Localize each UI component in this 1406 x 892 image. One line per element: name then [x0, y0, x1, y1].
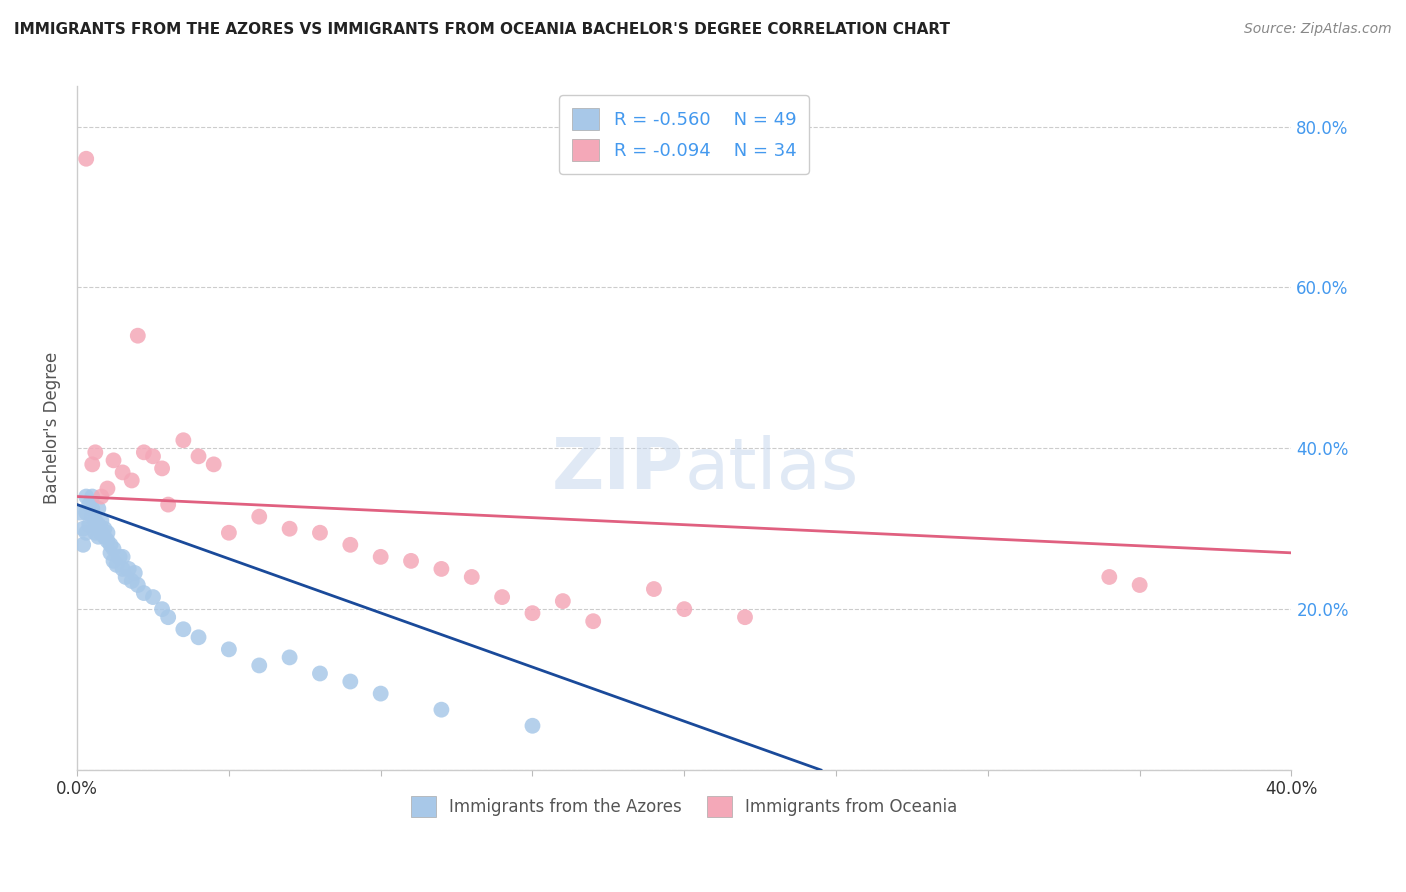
Point	[370, 687, 392, 701]
Point	[522, 606, 544, 620]
Point	[150, 602, 173, 616]
Point	[114, 570, 136, 584]
Point	[75, 525, 97, 540]
Point	[87, 501, 110, 516]
Text: ZIP: ZIP	[553, 434, 685, 504]
Y-axis label: Bachelor's Degree: Bachelor's Degree	[44, 352, 60, 504]
Point	[96, 533, 118, 548]
Point	[121, 474, 143, 488]
Point	[247, 509, 270, 524]
Point	[96, 525, 118, 540]
Point	[82, 501, 104, 516]
Point	[309, 525, 332, 540]
Point	[82, 458, 104, 472]
Point	[87, 517, 110, 532]
Point	[103, 541, 125, 556]
Point	[82, 490, 104, 504]
Point	[72, 538, 94, 552]
Point	[430, 703, 453, 717]
Legend: Immigrants from the Azores, Immigrants from Oceania: Immigrants from the Azores, Immigrants f…	[405, 789, 965, 823]
Point	[399, 554, 422, 568]
Point	[172, 434, 194, 448]
Point	[218, 642, 240, 657]
Point	[643, 582, 665, 596]
Point	[111, 562, 134, 576]
Point	[121, 574, 143, 588]
Text: atlas: atlas	[685, 434, 859, 504]
Point	[105, 558, 128, 572]
Point	[127, 578, 149, 592]
Point	[491, 590, 513, 604]
Point	[522, 719, 544, 733]
Point	[77, 517, 100, 532]
Point	[87, 530, 110, 544]
Point	[93, 522, 115, 536]
Point	[118, 562, 141, 576]
Point	[69, 506, 91, 520]
Point	[1129, 578, 1152, 592]
Point	[339, 674, 361, 689]
Point	[96, 482, 118, 496]
Point	[111, 549, 134, 564]
Point	[461, 570, 484, 584]
Point	[172, 622, 194, 636]
Point	[142, 450, 165, 464]
Point	[157, 498, 180, 512]
Point	[157, 610, 180, 624]
Point	[75, 152, 97, 166]
Point	[75, 490, 97, 504]
Point	[90, 525, 112, 540]
Point	[247, 658, 270, 673]
Point	[582, 614, 605, 628]
Point	[111, 466, 134, 480]
Point	[77, 498, 100, 512]
Point	[100, 546, 122, 560]
Point	[202, 458, 225, 472]
Point	[673, 602, 696, 616]
Point	[734, 610, 756, 624]
Point	[103, 453, 125, 467]
Point	[132, 445, 155, 459]
Point	[218, 525, 240, 540]
Point	[278, 522, 301, 536]
Point	[551, 594, 574, 608]
Point	[84, 525, 107, 540]
Point	[142, 590, 165, 604]
Point	[90, 514, 112, 528]
Point	[84, 445, 107, 459]
Point	[93, 530, 115, 544]
Point	[430, 562, 453, 576]
Point	[124, 566, 146, 580]
Point	[72, 522, 94, 536]
Point	[100, 538, 122, 552]
Point	[309, 666, 332, 681]
Text: Source: ZipAtlas.com: Source: ZipAtlas.com	[1244, 22, 1392, 37]
Point	[127, 328, 149, 343]
Point	[82, 509, 104, 524]
Point	[187, 450, 209, 464]
Text: IMMIGRANTS FROM THE AZORES VS IMMIGRANTS FROM OCEANIA BACHELOR'S DEGREE CORRELAT: IMMIGRANTS FROM THE AZORES VS IMMIGRANTS…	[14, 22, 950, 37]
Point	[278, 650, 301, 665]
Point	[339, 538, 361, 552]
Point	[84, 514, 107, 528]
Point	[150, 461, 173, 475]
Point	[90, 490, 112, 504]
Point	[108, 549, 131, 564]
Point	[132, 586, 155, 600]
Point	[103, 554, 125, 568]
Point	[75, 506, 97, 520]
Point	[187, 630, 209, 644]
Point	[370, 549, 392, 564]
Point	[1098, 570, 1121, 584]
